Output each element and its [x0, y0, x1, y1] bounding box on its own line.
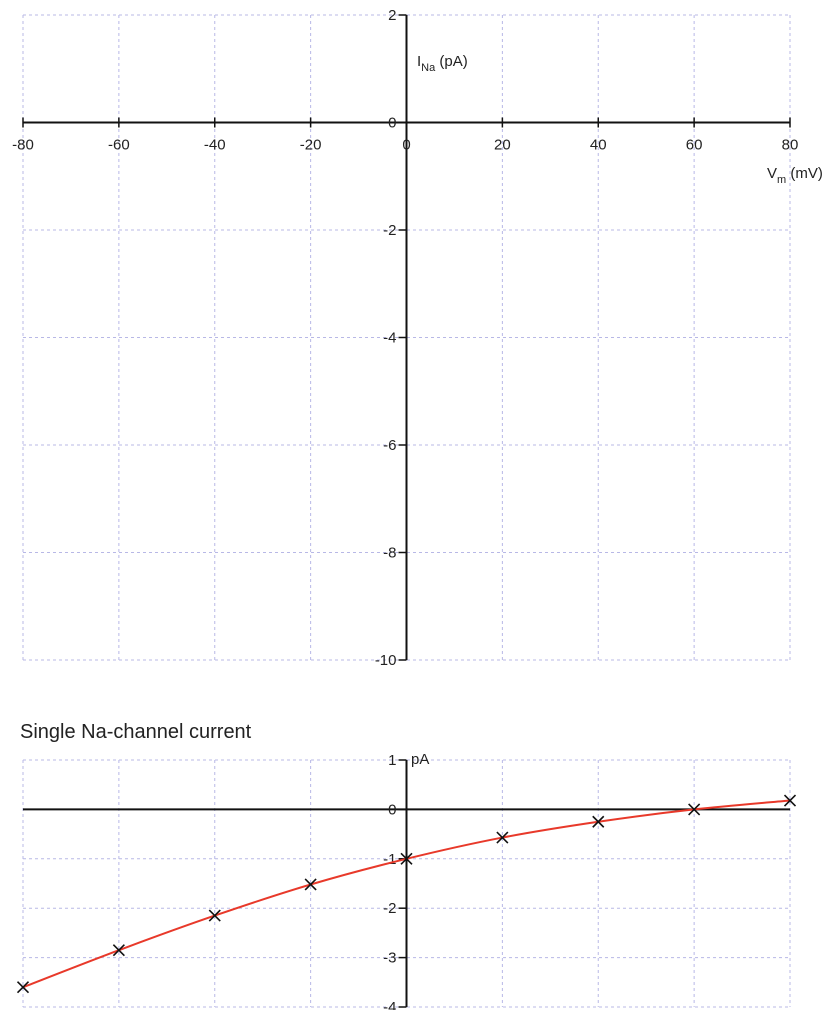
bottom-y-tick-label: -1 — [383, 851, 396, 868]
top-y-tick-label: -2 — [383, 222, 396, 239]
bottom-y-tick-label: 0 — [388, 801, 396, 818]
top-y-tick-label: 2 — [388, 7, 396, 24]
top-x-tick-label: -20 — [300, 137, 322, 154]
bottom-y-tick-label: -2 — [383, 900, 396, 917]
bottom-chart-title: Single Na-channel current — [20, 721, 252, 743]
bottom-y-tick-label: -4 — [383, 999, 396, 1010]
top-x-tick-label: -60 — [108, 137, 130, 154]
top-y-axis-label: INa (pA) — [417, 53, 468, 74]
top-x-tick-label: 20 — [494, 137, 511, 154]
top-x-axis-label-main: V — [767, 165, 777, 182]
bottom-tick-labels: 1 0 -1 -2 -3 -4 — [383, 752, 396, 1010]
top-y-tick-label: -8 — [383, 545, 396, 562]
top-x-axis-label-unit: (mV) — [786, 165, 823, 182]
bottom-plot-panel: Single Na-channel current 1 0 -1 -2 -3 -4 pA — [18, 721, 796, 1010]
top-y-tick-label: -4 — [383, 330, 396, 347]
top-y-tick-label: -6 — [383, 437, 396, 454]
top-x-tick-label: 40 — [590, 137, 607, 154]
top-x-axis-label-sub: m — [777, 174, 786, 186]
top-x-tick-label: 80 — [782, 137, 799, 154]
top-x-tick-label: -80 — [12, 137, 34, 154]
top-x-tick-label: 60 — [686, 137, 703, 154]
bottom-y-tick-label: -3 — [383, 950, 396, 967]
bottom-y-axis-label: pA — [411, 751, 429, 768]
top-y-tick-label: 0 — [388, 115, 396, 132]
top-y-tick-label: -10 — [375, 652, 397, 669]
bottom-axes — [23, 760, 790, 1007]
top-x-tick-label: 0 — [402, 137, 410, 154]
top-x-tick-label: -40 — [204, 137, 226, 154]
top-x-axis-label: Vm (mV) — [767, 165, 823, 186]
bottom-y-tick-label: 1 — [388, 752, 396, 769]
top-y-axis-label-unit: (pA) — [435, 53, 468, 70]
top-y-axis-label-sub: Na — [421, 62, 436, 74]
